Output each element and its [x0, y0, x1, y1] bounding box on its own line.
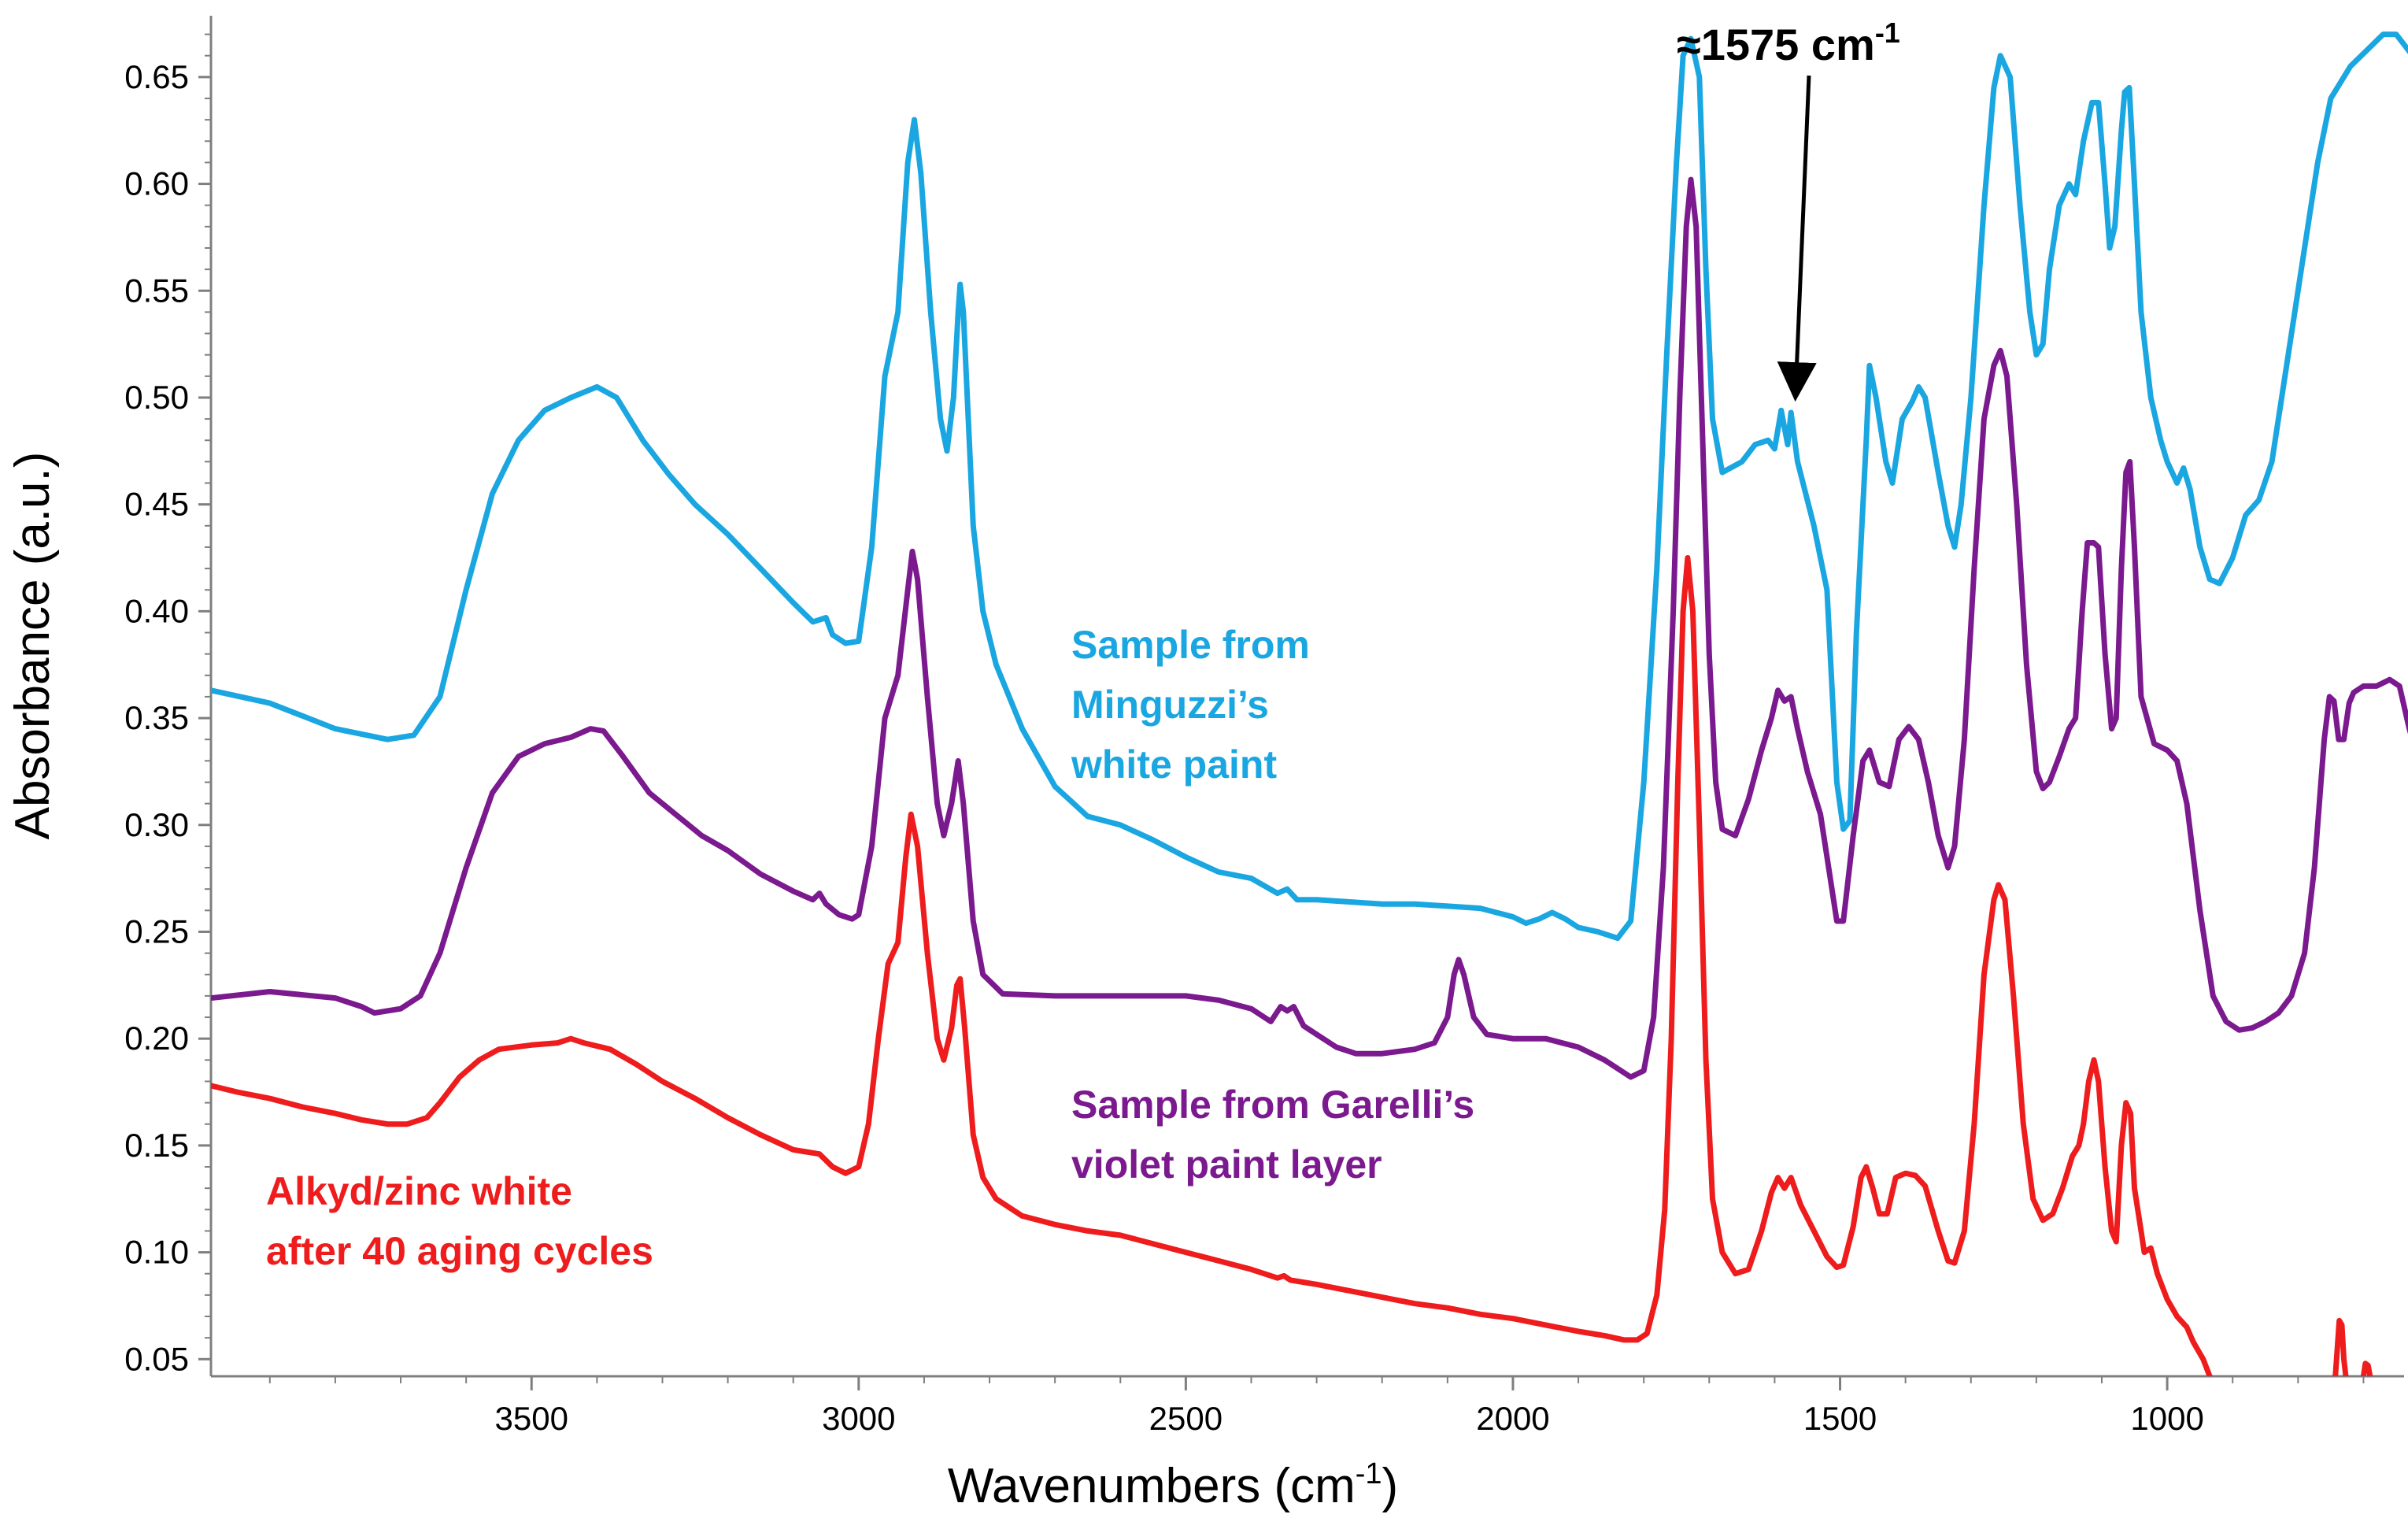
y-tick-label: 0.45: [124, 486, 189, 523]
series-line-3: [2332, 1317, 2349, 1376]
y-tick-label: 0.35: [124, 699, 189, 736]
series-label-0-line-0: Sample from: [1071, 623, 1310, 667]
y-tick-label: 0.10: [124, 1234, 189, 1271]
y-axis-title: Absorbance (a.u.): [6, 452, 60, 840]
series-line-2: [211, 555, 2213, 1376]
series-lines: [211, 31, 2408, 1376]
series-line-1: [211, 176, 2408, 1080]
series-label-0-line-2: white paint: [1071, 742, 1277, 787]
x-axis-title: Wavenumbers (cm-1): [948, 1457, 1398, 1513]
y-tick-label: 0.50: [124, 379, 189, 416]
x-tick-label: 3500: [495, 1400, 568, 1437]
y-tick-label: 0.25: [124, 913, 189, 950]
y-tick-label: 0.15: [124, 1127, 189, 1164]
series-label-2-line-1: after 40 aging cycles: [266, 1229, 653, 1273]
y-tick-label: 0.40: [124, 592, 189, 629]
x-axis-title-close: ): [1382, 1459, 1399, 1513]
annotation-sup: -1: [1875, 17, 1900, 49]
annotation-label: ≈1575 cm-1: [1677, 17, 1900, 69]
y-tick-label: 0.60: [124, 165, 189, 202]
series-line-0: [211, 31, 2408, 942]
y-tick-label: 0.55: [124, 272, 189, 309]
y-tick-label: 0.20: [124, 1020, 189, 1057]
series-label-1-line-1: violet paint layer: [1071, 1142, 1382, 1187]
annotations: ≈1575 cm-1: [1677, 17, 1900, 402]
series-label-1-line-0: Sample from Garelli’s: [1071, 1083, 1474, 1127]
x-tick-label: 1000: [2130, 1400, 2203, 1437]
x-tick-label: 1500: [1803, 1400, 1877, 1437]
x-axis-title-sup: -1: [1356, 1457, 1382, 1490]
axes: 0.05 0.10 0.15 0.20 0.25 0.30 0.35 0.40 0.45 0.50…: [124, 16, 2404, 1437]
x-axis-title-main: Wavenumbers (cm: [948, 1459, 1356, 1513]
series-label-0-line-1: Minguzzi’s: [1071, 683, 1269, 727]
x-tick-label: 3000: [822, 1400, 895, 1437]
annotation-text: ≈1575 cm: [1677, 20, 1875, 69]
y-tick-label: 0.05: [124, 1340, 189, 1377]
x-tick-label: 2500: [1149, 1400, 1222, 1437]
y-tick-label: 0.30: [124, 806, 189, 843]
x-tick-label: 2000: [1476, 1400, 1549, 1437]
series-labels: Sample from Minguzzi’s white paint Sample f…: [266, 623, 1474, 1273]
y-tick-label: 0.65: [124, 58, 189, 95]
series-line-4: [2360, 1361, 2373, 1376]
series-label-2-line-0: Alkyd/zinc white: [266, 1169, 572, 1213]
annotation-arrow: [1777, 75, 1817, 402]
